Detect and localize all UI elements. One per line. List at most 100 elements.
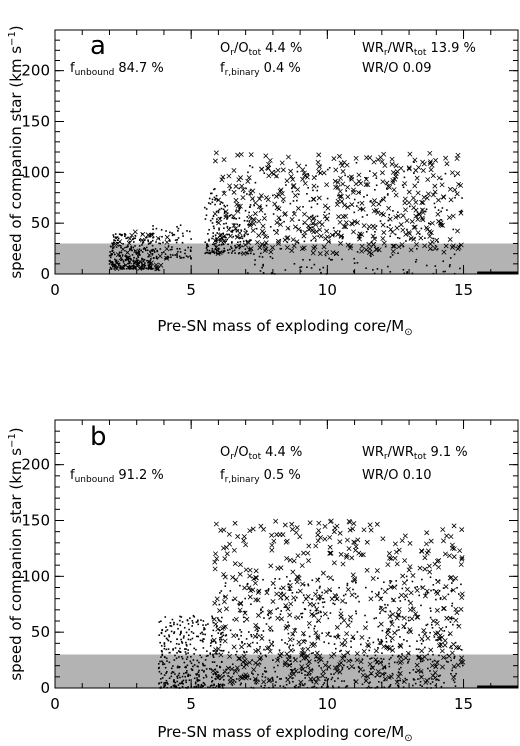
data-point-cross (283, 539, 289, 545)
data-point-dot (177, 230, 179, 232)
data-point-cross (213, 244, 219, 250)
data-point-cross (311, 676, 317, 682)
data-point-dot (119, 233, 122, 236)
data-point-cross (339, 198, 345, 204)
data-point-cross (219, 177, 225, 183)
data-point-dot (161, 251, 163, 254)
data-point-dot (218, 252, 221, 255)
data-point-dot (240, 664, 243, 667)
data-point-dot (111, 249, 114, 252)
data-point-cross (393, 549, 399, 555)
data-point-dot (322, 606, 325, 608)
data-point-cross (213, 649, 219, 655)
data-point-cross (439, 648, 445, 654)
data-point-dot (263, 172, 266, 174)
data-point-cross (345, 184, 351, 190)
data-point-cross (306, 226, 312, 232)
data-point-cross (432, 670, 438, 676)
data-point-dot (434, 684, 437, 687)
data-point-dot (241, 245, 243, 248)
data-point-dot (299, 660, 302, 663)
data-point-dot (233, 217, 235, 220)
data-point-cross (455, 152, 461, 158)
data-point-dot (243, 643, 246, 645)
data-point-dot (128, 267, 131, 270)
data-point-dot (197, 623, 200, 626)
data-point-cross (216, 197, 221, 203)
data-point-dot (272, 680, 274, 682)
data-point-cross (230, 574, 236, 580)
data-point-cross (279, 616, 285, 622)
data-point-dot (151, 253, 154, 256)
data-point-dot (205, 668, 208, 670)
data-point-cross (427, 233, 433, 239)
data-point-dot (247, 252, 250, 255)
data-point-dot (197, 680, 199, 682)
data-point-dot (228, 189, 231, 191)
data-point-dot (233, 249, 236, 252)
data-point-cross (433, 664, 439, 670)
data-point-dot (186, 670, 188, 672)
data-point-dot (259, 645, 261, 648)
data-point-cross (322, 662, 328, 668)
data-point-dot (182, 637, 185, 639)
data-point-dot (142, 241, 144, 243)
data-point-cross (248, 221, 254, 227)
data-point-dot (242, 240, 245, 243)
data-point-cross (402, 196, 408, 202)
data-point-dot (300, 229, 302, 232)
data-point-dot (153, 249, 155, 252)
data-point-dot (198, 661, 200, 664)
data-point-dot (190, 256, 192, 259)
data-point-dot (318, 587, 321, 589)
data-point-cross (422, 555, 428, 561)
data-point-cross (344, 537, 350, 543)
data-point-cross (384, 180, 390, 186)
data-point-cross (443, 243, 449, 249)
data-point-dot (199, 632, 202, 635)
data-point-cross (288, 168, 294, 174)
data-point-dot (192, 614, 195, 617)
data-point-dot (287, 664, 290, 666)
data-point-dot (238, 217, 241, 219)
x-tick-label: 5 (186, 695, 196, 713)
data-point-cross (212, 158, 218, 164)
data-point-cross (346, 546, 352, 552)
data-point-dot (220, 590, 223, 592)
data-point-cross (235, 208, 241, 214)
data-point-dot (285, 683, 288, 686)
data-point-dot (234, 252, 236, 254)
data-point-dot (406, 272, 408, 274)
data-point-dot (114, 237, 117, 239)
data-point-dot (219, 640, 222, 643)
data-point-dot (261, 266, 263, 269)
data-point-dot (170, 625, 173, 627)
data-point-dot (355, 610, 357, 613)
data-point-cross (389, 635, 395, 641)
data-point-cross (338, 233, 344, 239)
data-point-dot (300, 612, 302, 615)
data-point-dot (216, 664, 218, 667)
data-point-cross (396, 674, 402, 680)
data-point-dot (453, 655, 456, 658)
data-point-dot (152, 228, 154, 231)
data-point-dot (194, 681, 197, 684)
data-point-dot (173, 631, 176, 633)
data-point-dot (444, 270, 446, 273)
data-point-dot (175, 642, 178, 645)
data-point-dot (173, 680, 175, 683)
data-point-dot (315, 612, 318, 615)
data-point-dot (359, 191, 361, 194)
data-point-cross (428, 159, 434, 165)
data-point-cross (420, 200, 426, 206)
data-point-cross (387, 216, 393, 222)
data-point-dot (327, 631, 330, 634)
data-point-dot (238, 679, 241, 682)
data-point-cross (260, 223, 266, 229)
data-point-dot (207, 686, 209, 689)
data-point-cross (344, 552, 350, 558)
data-point-cross (444, 161, 450, 167)
data-point-cross (257, 245, 263, 251)
data-point-dot (217, 671, 219, 674)
